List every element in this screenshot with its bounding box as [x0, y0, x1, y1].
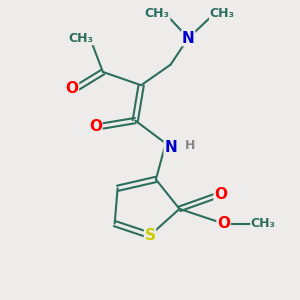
Text: CH₃: CH₃	[145, 7, 170, 20]
Text: CH₃: CH₃	[68, 32, 93, 45]
Text: CH₃: CH₃	[210, 7, 235, 20]
Text: S: S	[145, 228, 155, 243]
Text: O: O	[214, 187, 227, 202]
Text: O: O	[89, 119, 102, 134]
Text: N: N	[164, 140, 177, 154]
Text: N: N	[182, 31, 195, 46]
Text: O: O	[65, 81, 79, 96]
Text: CH₃: CH₃	[251, 217, 276, 230]
Text: H: H	[184, 139, 195, 152]
Text: O: O	[217, 216, 230, 231]
